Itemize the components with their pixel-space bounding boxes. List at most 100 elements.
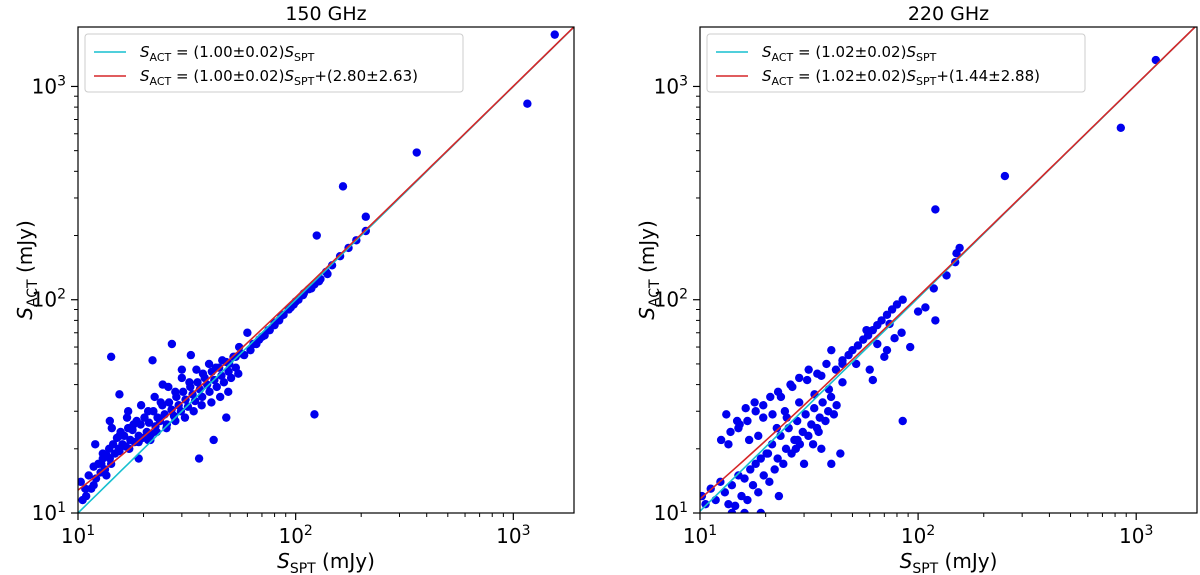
data-point bbox=[226, 373, 236, 383]
data-point bbox=[91, 440, 100, 449]
data-point bbox=[740, 508, 749, 513]
data-point bbox=[822, 359, 831, 369]
data-point bbox=[724, 440, 733, 449]
data-point bbox=[716, 435, 726, 445]
data-point bbox=[192, 365, 201, 374]
data-point bbox=[804, 365, 813, 374]
data-point bbox=[185, 378, 194, 387]
data-point bbox=[759, 413, 768, 422]
data-point bbox=[143, 407, 153, 416]
data-point bbox=[91, 474, 101, 483]
data-point bbox=[776, 392, 786, 402]
fit-lines bbox=[700, 27, 1197, 512]
legend-entry: SACT = (1.00±0.02)SSPT+(2.80±2.63) bbox=[140, 67, 418, 88]
data-point bbox=[310, 410, 319, 419]
data-point bbox=[108, 440, 118, 449]
data-point bbox=[198, 369, 208, 378]
data-point bbox=[197, 401, 206, 410]
data-point bbox=[868, 375, 878, 385]
data-point bbox=[913, 307, 923, 316]
data-point bbox=[780, 407, 790, 416]
data-point bbox=[158, 380, 167, 389]
data-point bbox=[955, 243, 964, 253]
data-point bbox=[150, 392, 159, 402]
data-point bbox=[743, 416, 752, 426]
data-point bbox=[136, 401, 146, 410]
data-point bbox=[795, 373, 804, 383]
data-point bbox=[892, 300, 902, 309]
data-point bbox=[219, 378, 229, 387]
data-point bbox=[115, 431, 124, 441]
data-point bbox=[832, 401, 841, 410]
data-point bbox=[102, 471, 111, 480]
y-tick-label: 101 bbox=[654, 500, 688, 525]
data-point bbox=[793, 435, 802, 445]
data-point bbox=[824, 385, 834, 394]
data-point bbox=[115, 446, 124, 456]
data-point bbox=[813, 369, 822, 378]
data-point bbox=[1151, 55, 1161, 65]
data-point bbox=[743, 495, 752, 505]
data-point bbox=[808, 440, 818, 449]
data-point bbox=[270, 318, 279, 327]
data-point bbox=[756, 454, 765, 463]
data-point bbox=[523, 99, 532, 108]
x-tick-label: 102 bbox=[901, 523, 935, 548]
data-point bbox=[167, 339, 177, 349]
data-point bbox=[831, 365, 841, 374]
data-point bbox=[105, 416, 115, 426]
data-point bbox=[795, 398, 804, 407]
data-point bbox=[180, 413, 190, 422]
data-point bbox=[814, 427, 823, 437]
data-point bbox=[772, 423, 782, 433]
data-point bbox=[768, 410, 777, 419]
data-point bbox=[734, 423, 743, 433]
data-point bbox=[929, 284, 938, 293]
data-point bbox=[817, 444, 826, 453]
x-axis-label: SSPT (mJy) bbox=[900, 549, 998, 575]
legend-box bbox=[706, 33, 1086, 93]
data-point bbox=[148, 356, 157, 365]
data-point bbox=[827, 345, 836, 355]
data-point bbox=[146, 435, 155, 445]
data-point bbox=[722, 410, 731, 419]
data-point bbox=[257, 332, 267, 342]
data-point bbox=[144, 418, 154, 427]
data-point bbox=[763, 449, 773, 458]
data-point bbox=[193, 378, 202, 387]
data-point bbox=[818, 398, 827, 407]
legend-entry: SACT = (1.02±0.02)SSPT+(1.44±2.88) bbox=[762, 67, 1040, 88]
data-point bbox=[770, 465, 779, 474]
data-point bbox=[194, 454, 204, 463]
data-point bbox=[550, 30, 559, 39]
data-point bbox=[222, 413, 231, 422]
legend-entry: SACT = (1.02±0.02)SSPT bbox=[762, 43, 937, 64]
y-tick-label: 101 bbox=[32, 500, 66, 525]
fit-lines bbox=[78, 27, 574, 513]
data-point bbox=[756, 508, 765, 513]
data-point bbox=[129, 420, 138, 429]
data-point bbox=[727, 508, 737, 513]
data-point bbox=[931, 205, 940, 214]
data-point bbox=[746, 465, 755, 474]
chart-title: 220 GHz bbox=[908, 3, 989, 25]
data-point bbox=[865, 365, 874, 374]
y-axis-label: SACT (mJy) bbox=[635, 220, 663, 320]
data-point bbox=[931, 316, 940, 325]
axis-ticks: 101 102 103 101 102 103 bbox=[32, 73, 531, 548]
data-point bbox=[744, 435, 754, 445]
data-point bbox=[906, 342, 915, 352]
y-tick-label: 102 bbox=[32, 287, 66, 312]
data-point bbox=[177, 373, 187, 383]
data-point bbox=[882, 310, 892, 319]
data-point bbox=[286, 303, 296, 312]
data-point bbox=[338, 182, 348, 191]
chart-panel-1: 150 GHz 101 102 103 101 102 103 SSPT (mJy) SACT … bbox=[13, 3, 575, 575]
data-point bbox=[224, 387, 233, 397]
data-point bbox=[766, 392, 775, 402]
x-tick-label: 103 bbox=[496, 523, 530, 548]
data-point bbox=[218, 356, 227, 365]
data-point bbox=[826, 392, 836, 402]
y-tick-label: 103 bbox=[654, 73, 688, 98]
data-point bbox=[880, 352, 889, 361]
